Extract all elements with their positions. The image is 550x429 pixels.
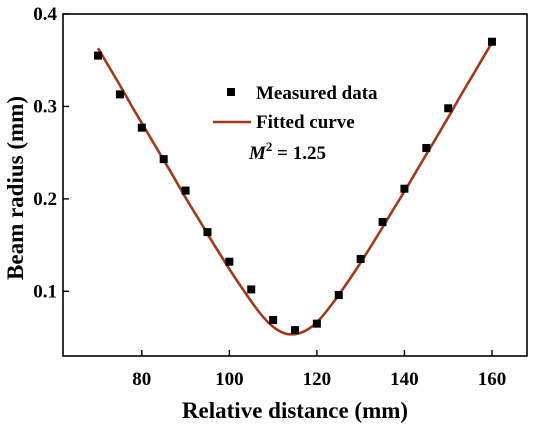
plot-frame	[62, 13, 528, 357]
data-point	[378, 217, 387, 226]
data-point	[137, 123, 146, 132]
data-point	[115, 90, 124, 99]
y-axis-title: Beam radius (mm)	[3, 96, 28, 280]
y-tick-label: 0.2	[33, 189, 57, 210]
data-point	[203, 228, 212, 237]
data-point	[181, 186, 190, 195]
y-tick-label: 0.1	[33, 281, 57, 302]
data-point	[334, 290, 343, 299]
x-tick-label: 160	[478, 369, 507, 390]
x-axis-ticks: 80 100 120 140 160	[132, 350, 506, 390]
data-point	[94, 51, 103, 60]
legend-label-fitted: Fitted curve	[256, 112, 355, 133]
x-tick-label: 120	[303, 369, 332, 390]
data-point	[225, 257, 234, 266]
data-point	[487, 37, 496, 46]
data-point	[269, 315, 278, 324]
legend: Measured data Fitted curve	[213, 83, 378, 133]
data-point	[291, 326, 299, 335]
data-point	[444, 104, 453, 113]
data-point	[400, 184, 409, 193]
m-squared-annotation: M2 = 1.25	[248, 139, 326, 164]
legend-marker-measured	[227, 88, 235, 96]
data-point	[159, 155, 168, 164]
legend-label-measured: Measured data	[256, 83, 378, 104]
y-tick-label: 0.4	[33, 4, 57, 25]
data-point	[312, 319, 321, 328]
data-point	[356, 254, 365, 263]
data-point	[422, 144, 431, 153]
data-point	[247, 285, 256, 294]
x-axis-title: Relative distance (mm)	[182, 398, 408, 423]
x-tick-label: 140	[390, 369, 419, 390]
y-axis-ticks: 0.1 0.2 0.3 0.4	[33, 4, 69, 302]
measured-data-points	[94, 37, 496, 335]
x-tick-label: 100	[215, 369, 244, 390]
y-tick-label: 0.3	[33, 96, 57, 117]
x-tick-label: 80	[132, 369, 151, 390]
